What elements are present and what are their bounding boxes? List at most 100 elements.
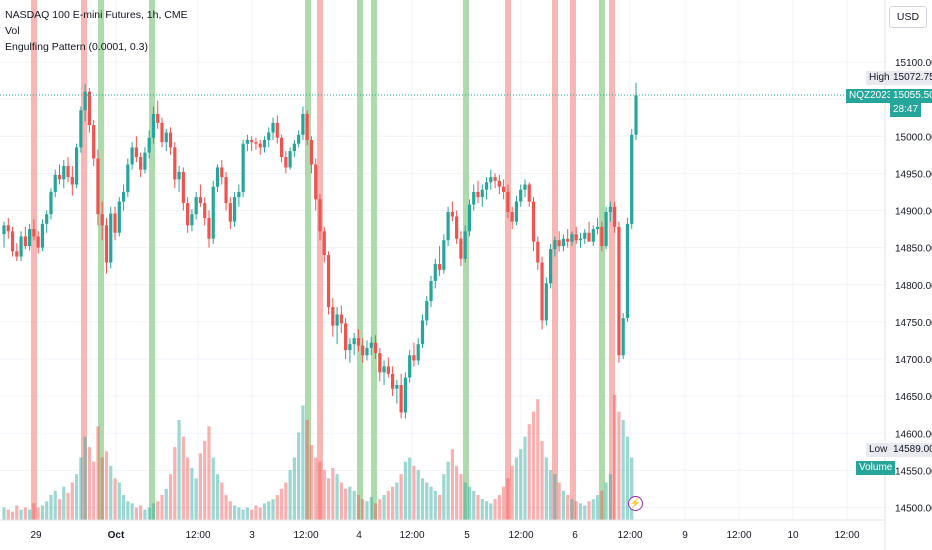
- candle-body: [87, 91, 92, 126]
- candle-body: [211, 186, 215, 239]
- volume-bar: [557, 482, 561, 520]
- candle-body: [156, 113, 160, 123]
- candle-body: [139, 157, 143, 170]
- volume-bar: [523, 436, 527, 520]
- candle-body: [134, 147, 138, 158]
- candle-body: [297, 134, 301, 144]
- candle-body: [177, 171, 181, 180]
- candle-body: [23, 236, 27, 247]
- candle-body: [19, 236, 23, 257]
- candle-body: [339, 314, 343, 324]
- price-tick-label: 14650.00: [895, 392, 932, 403]
- volume-bar: [630, 457, 634, 520]
- volume-indicator-label[interactable]: Vol: [5, 25, 20, 37]
- volume-bar: [177, 420, 181, 520]
- candle-body: [322, 231, 326, 256]
- volume-bar: [548, 470, 553, 520]
- volume-bar: [326, 478, 331, 520]
- lightning-bolt-icon[interactable]: ⚡: [628, 496, 643, 511]
- bullish-engulfing-band: [98, 0, 104, 520]
- volume-bar: [361, 499, 365, 520]
- candle-body: [45, 214, 49, 224]
- volume-bar: [420, 478, 425, 520]
- candle-body: [578, 238, 583, 241]
- candle-body: [2, 225, 6, 235]
- candle-body: [625, 223, 630, 319]
- candle-body: [467, 204, 472, 232]
- volume-bar: [297, 432, 301, 520]
- volume-bar: [429, 486, 433, 520]
- candle-body: [472, 191, 476, 205]
- volume-bar: [412, 465, 416, 520]
- candle-body: [416, 344, 420, 361]
- chart-legend: NASDAQ 100 E-mini Futures, 1h, CME Vol E…: [5, 7, 188, 55]
- candle-body: [574, 234, 578, 241]
- engulfing-indicator-label[interactable]: Engulfing Pattern (0.0001, 0.3): [5, 41, 149, 53]
- volume-bar: [292, 457, 296, 520]
- volume-bar: [463, 482, 467, 520]
- volume-bar: [472, 490, 476, 520]
- volume-bar: [399, 474, 403, 520]
- candle-body: [53, 174, 57, 192]
- volume-bar: [301, 405, 305, 520]
- candle-body: [570, 234, 574, 242]
- volume-bar: [143, 509, 147, 520]
- volume-bar: [194, 478, 198, 520]
- volume-bar: [28, 509, 32, 520]
- volume-bar: [570, 499, 574, 520]
- bearish-engulfing-band: [81, 0, 87, 520]
- candle-body: [301, 113, 305, 135]
- volume-bar: [275, 495, 279, 520]
- currency-button[interactable]: USD: [889, 6, 927, 28]
- candle-body: [621, 318, 625, 356]
- candle-body: [198, 197, 203, 204]
- price-tick-label: 14600.00: [895, 429, 932, 440]
- candle-body: [40, 223, 45, 248]
- candle-body: [382, 366, 386, 373]
- price-tick-label: 15100.00: [895, 58, 932, 69]
- candle-body: [604, 211, 608, 247]
- volume-bar: [621, 420, 625, 520]
- time-tick-label: 4: [356, 530, 362, 541]
- candle-body: [250, 139, 254, 143]
- volume-bar: [476, 495, 480, 520]
- volume-bar: [57, 499, 62, 520]
- time-tick-label: Oct: [108, 530, 125, 541]
- volume-bar: [365, 501, 369, 520]
- volume-bar: [271, 499, 275, 520]
- candle-body: [143, 152, 147, 170]
- symbol-title[interactable]: NASDAQ 100 E-mini Futures, 1h, CME: [5, 9, 188, 21]
- volume-bar: [254, 505, 258, 520]
- time-tick-label: 12:00: [834, 530, 859, 541]
- candle-body: [36, 236, 40, 248]
- candle-body: [100, 214, 104, 226]
- volume-bar: [480, 499, 484, 520]
- candle-body: [489, 177, 493, 183]
- candle-body: [634, 95, 638, 135]
- volume-bar: [147, 507, 151, 520]
- candle-body: [348, 344, 352, 351]
- candle-body: [279, 137, 284, 158]
- candle-body: [386, 366, 390, 374]
- candle-body: [126, 164, 130, 192]
- candle-body: [433, 263, 437, 282]
- volume-bar: [305, 420, 309, 520]
- candle-body: [215, 167, 220, 187]
- candle-body: [378, 353, 382, 373]
- candle-body: [194, 197, 198, 215]
- volume-bar: [527, 424, 531, 520]
- price-tick-label: 14950.00: [895, 169, 932, 180]
- candle-body: [497, 180, 501, 187]
- volume-bar: [160, 495, 164, 520]
- volume-bar: [344, 488, 348, 520]
- candle-body: [96, 158, 100, 215]
- volume-bar: [506, 478, 510, 520]
- bullish-engulfing-band: [599, 0, 605, 520]
- candle-body: [613, 206, 617, 227]
- volume-bar: [437, 495, 442, 520]
- time-tick-label: 9: [682, 530, 688, 541]
- candle-body: [267, 132, 271, 140]
- volume-bar: [232, 505, 237, 520]
- volume-bar: [207, 426, 211, 520]
